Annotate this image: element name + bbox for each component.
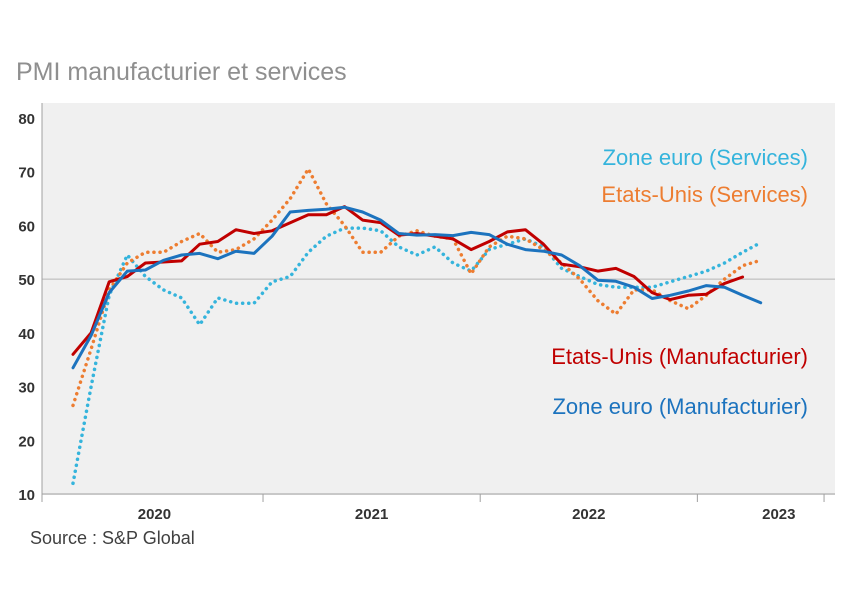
- series-line-zone-euro-services: [71, 226, 763, 486]
- series-line-zone-euro-manufacturier: [71, 205, 763, 370]
- legend-label: Zone euro (Manufacturier): [552, 394, 808, 419]
- x-tick-label: 2022: [572, 506, 605, 523]
- x-tick-label: 2021: [355, 506, 388, 523]
- y-tick-label: 10: [18, 487, 35, 504]
- chart-title: PMI manufacturier et services: [16, 58, 347, 86]
- y-tick-label: 80: [18, 111, 35, 128]
- legend-label: Zone euro (Services): [603, 145, 808, 170]
- y-tick-label: 40: [18, 326, 35, 343]
- source-note: Source : S&P Global: [30, 528, 195, 548]
- legend-label: Etats-Unis (Services): [601, 182, 808, 207]
- legend-label: Etats-Unis (Manufacturier): [551, 344, 808, 369]
- series-line-etats-unis-services: [71, 167, 763, 408]
- x-tick-label: 2023: [762, 506, 795, 523]
- x-tick-label: 2020: [138, 506, 171, 523]
- y-tick-label: 60: [18, 218, 35, 235]
- y-tick-label: 30: [18, 380, 35, 397]
- y-tick-label: 70: [18, 165, 35, 182]
- y-tick-label: 50: [18, 272, 35, 289]
- y-tick-label: 20: [18, 433, 35, 450]
